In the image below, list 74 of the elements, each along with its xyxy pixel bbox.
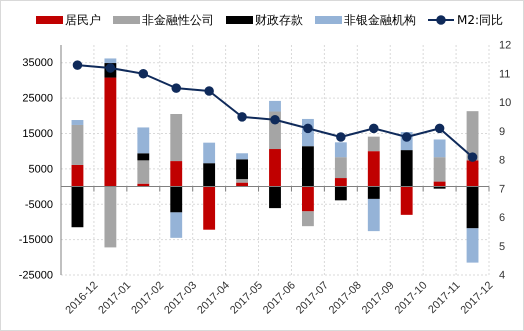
bar (170, 212, 182, 238)
point (369, 124, 379, 134)
bar (236, 182, 248, 187)
bar (203, 142, 216, 164)
y-tick-label: 15000 (22, 128, 53, 140)
bar (434, 182, 446, 187)
y-tick-label: -25000 (18, 270, 53, 282)
bar (170, 114, 182, 162)
y-tick-label: 5000 (28, 163, 53, 176)
point (336, 132, 346, 142)
bar (269, 149, 281, 187)
point (204, 86, 214, 96)
bar (72, 120, 84, 125)
bar (269, 186, 281, 208)
bar (334, 186, 347, 200)
y2-tick-label: 9 (499, 126, 506, 138)
legend-label: 居民户 (65, 13, 101, 28)
bar (203, 186, 216, 230)
y2-tick-label: 11 (499, 68, 510, 80)
legend-label: 非银金融机构 (344, 13, 416, 28)
bar (137, 153, 150, 160)
y-tick-label: -15000 (18, 234, 53, 246)
y2-tick-label: 5 (499, 240, 506, 253)
bar (203, 163, 216, 187)
bar (302, 146, 314, 187)
point (468, 152, 478, 162)
y2-tick-label: 4 (499, 270, 506, 282)
y2-tick-label: 12 (499, 40, 512, 52)
point (138, 69, 148, 78)
bar (466, 160, 478, 187)
bar (72, 186, 84, 228)
y2-tick-label: 10 (499, 97, 512, 110)
bar (170, 186, 182, 212)
bar (368, 151, 380, 187)
bar (466, 228, 478, 263)
bar (170, 161, 182, 187)
bar (104, 186, 116, 248)
legend-label: M2:同比 (457, 13, 504, 28)
bar (236, 179, 248, 183)
bar (302, 211, 314, 226)
bar (104, 58, 116, 64)
bar (72, 124, 84, 165)
point (434, 124, 444, 134)
bar (334, 142, 347, 158)
y-tick-label: 25000 (22, 92, 53, 105)
bar (236, 159, 248, 180)
y-tick-label: 35000 (22, 57, 53, 70)
bar (334, 157, 347, 178)
point (270, 115, 280, 124)
bar (137, 127, 150, 154)
y-tick-label: -5000 (24, 198, 53, 211)
legend-label: 非金融性公司 (142, 13, 214, 28)
bar (269, 100, 281, 112)
bar (368, 186, 380, 199)
point (171, 83, 181, 93)
point (72, 60, 82, 70)
bar (236, 153, 248, 160)
bar (104, 78, 116, 187)
bar (302, 186, 314, 212)
bar (400, 150, 413, 187)
bar (137, 160, 150, 184)
y2-tick-label: 7 (499, 183, 506, 196)
bar (400, 186, 413, 215)
legend-label: 财政存款 (255, 13, 303, 28)
y2-tick-label: 6 (499, 212, 506, 224)
bar (334, 178, 347, 187)
bar (466, 186, 478, 228)
bar (72, 164, 84, 187)
bar (368, 136, 380, 152)
bar (368, 198, 380, 232)
bar (434, 157, 446, 182)
y2-tick-label: 8 (499, 154, 506, 167)
point (237, 112, 247, 122)
bar (434, 139, 446, 158)
